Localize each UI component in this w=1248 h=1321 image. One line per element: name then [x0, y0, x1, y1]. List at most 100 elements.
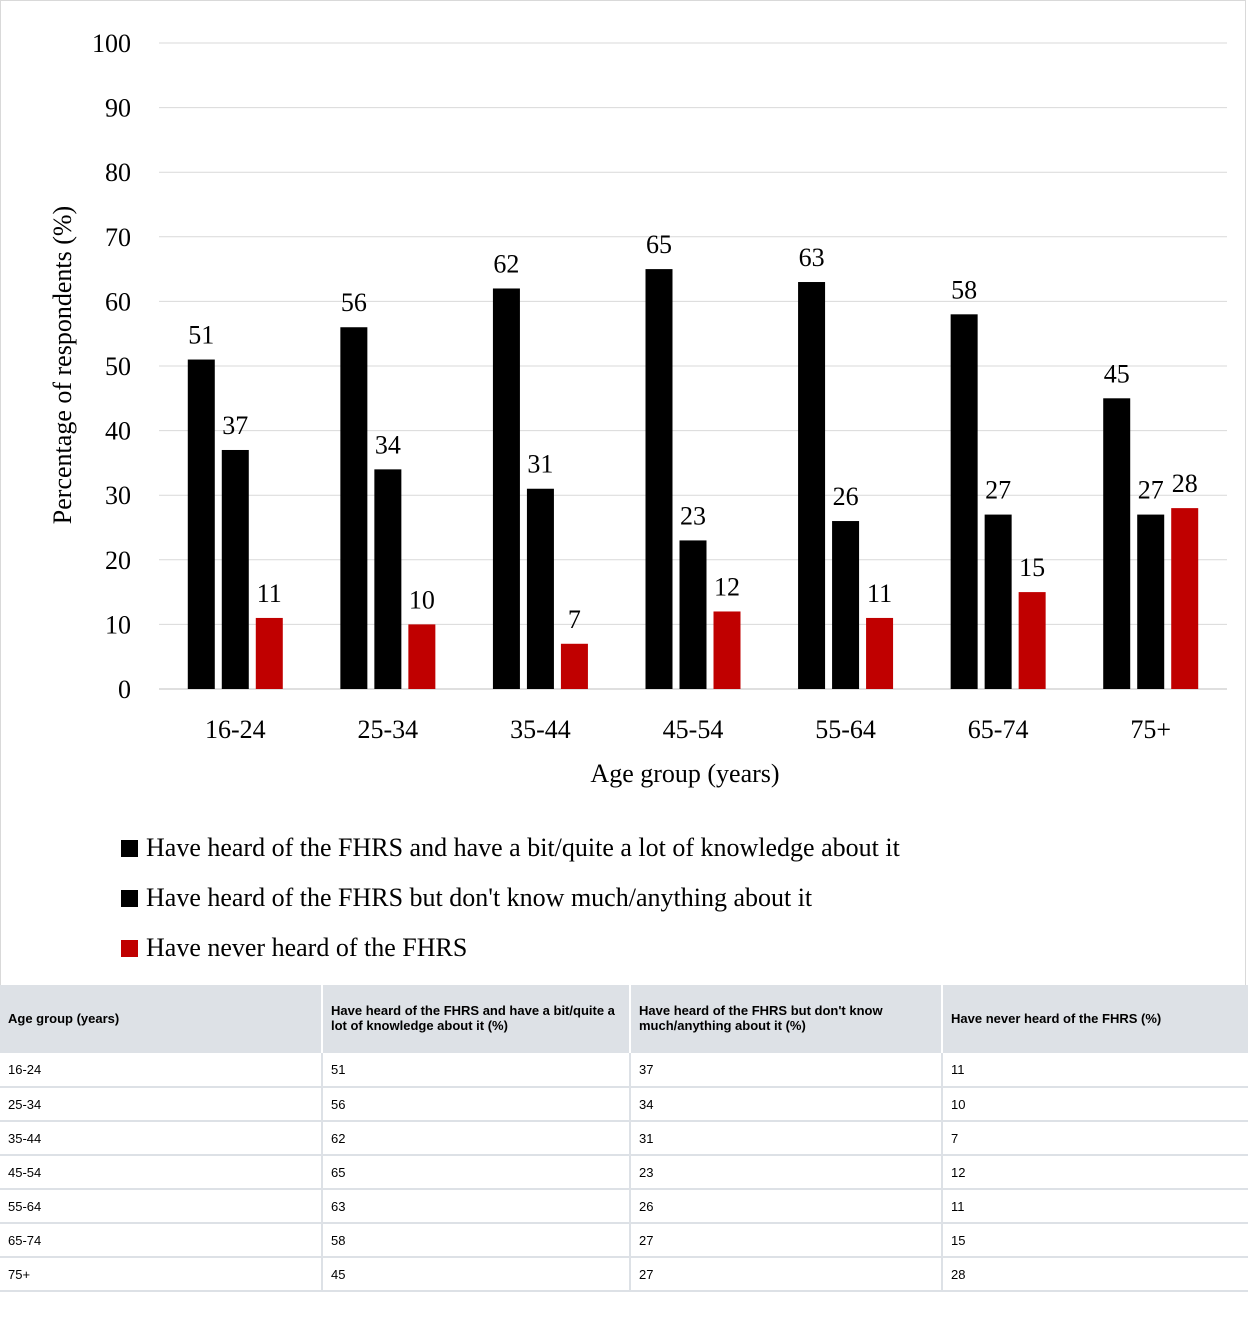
table-cell: 55-64 [0, 1189, 323, 1224]
bar [408, 624, 436, 689]
data-label: 28 [1172, 469, 1198, 498]
bar [187, 359, 215, 689]
legend-item: Have never heard of the FHRS [121, 923, 900, 973]
data-labels: 51 37 11 56 34 10 62 31 7 65 23 12 63 26 11 58 27 15 45 27 2… [188, 230, 1197, 634]
bar [1103, 398, 1131, 689]
table-cell: 62 [322, 1121, 631, 1156]
table-header-cell: Have heard of the FHRS but don't know mu… [630, 985, 943, 1053]
bar [1171, 508, 1199, 689]
table-cell: 12 [942, 1155, 1248, 1190]
data-label: 23 [680, 501, 706, 530]
x-tick-label: 65-74 [968, 715, 1029, 744]
table-cell: 65-74 [0, 1223, 323, 1258]
y-tick-label: 60 [105, 287, 131, 316]
table-cell: 51 [322, 1053, 631, 1088]
bar-chart: 51 37 11 56 34 10 62 31 7 65 23 12 63 26 11 58 27 15 45 27 2… [48, 29, 1227, 788]
chart-panel: 51 37 11 56 34 10 62 31 7 65 23 12 63 26 11 58 27 15 45 27 2… [0, 0, 1246, 985]
table-cell: 58 [322, 1223, 631, 1258]
bars [187, 269, 1199, 689]
x-axis-title: Age group (years) [590, 759, 779, 788]
table-cell: 65 [322, 1155, 631, 1190]
data-label: 26 [833, 482, 859, 511]
bar [984, 514, 1012, 689]
table-cell: 63 [322, 1189, 631, 1224]
table-cell: 35-44 [0, 1121, 323, 1156]
table-row: 35-44 62 31 7 [0, 1121, 1248, 1156]
tick-labels: 0 10 20 30 40 50 60 70 80 90 100 16-24 25-34 35-44 45-… [92, 29, 1171, 744]
table-cell: 11 [942, 1189, 1248, 1224]
table-cell: 75+ [0, 1257, 323, 1292]
y-tick-label: 100 [92, 29, 131, 58]
table-row: 75+ 45 27 28 [0, 1257, 1248, 1292]
x-tick-label: 16-24 [205, 715, 266, 744]
y-tick-label: 70 [105, 223, 131, 252]
bar [645, 269, 673, 689]
y-tick-label: 0 [118, 675, 131, 704]
bar [866, 617, 894, 689]
legend-swatch [121, 939, 138, 957]
table-header-cell: Have heard of the FHRS and have a bit/qu… [322, 985, 631, 1053]
bar [526, 488, 554, 689]
gridlines [159, 42, 1227, 690]
table-cell: 37 [630, 1053, 943, 1088]
table-cell: 25-34 [0, 1087, 323, 1122]
y-tick-label: 90 [105, 94, 131, 123]
legend-label: Have never heard of the FHRS [146, 933, 468, 962]
legend-label: Have heard of the FHRS but don't know mu… [146, 883, 813, 912]
legend-item: Have heard of the FHRS but don't know mu… [121, 873, 900, 923]
table-row: 65-74 58 27 15 [0, 1223, 1248, 1258]
bar [492, 288, 520, 689]
table-row: 25-34 56 34 10 [0, 1087, 1248, 1122]
y-tick-label: 20 [105, 546, 131, 575]
table-cell: 16-24 [0, 1053, 323, 1088]
table-row: 55-64 63 26 11 [0, 1189, 1248, 1224]
table-cell: 11 [942, 1053, 1248, 1088]
x-tick-label: 35-44 [510, 715, 571, 744]
bar [560, 643, 588, 689]
y-tick-label: 50 [105, 352, 131, 381]
table-cell: 27 [630, 1257, 943, 1292]
table-cell: 27 [630, 1223, 943, 1258]
bar [374, 469, 402, 689]
data-label: 34 [375, 430, 401, 459]
data-label: 27 [1138, 476, 1164, 505]
data-label: 62 [493, 249, 519, 278]
table-header-cell: Have never heard of the FHRS (%) [942, 985, 1248, 1053]
table-cell: 10 [942, 1087, 1248, 1122]
data-label: 65 [646, 230, 672, 259]
table-header-cell: Age group (years) [0, 985, 323, 1053]
bar [798, 282, 826, 689]
data-label: 63 [799, 243, 825, 272]
y-tick-label: 30 [105, 481, 131, 510]
table-body: 16-24 51 37 11 25-34 56 34 10 35-44 62 31 7 45-54 65 2… [0, 1053, 1248, 1292]
table-cell: 28 [942, 1257, 1248, 1292]
data-label: 11 [257, 579, 282, 608]
data-label: 10 [409, 585, 435, 614]
legend-label: Have heard of the FHRS and have a bit/qu… [146, 833, 900, 862]
legend-swatch [121, 889, 138, 907]
x-tick-label: 75+ [1130, 715, 1171, 744]
data-label: 56 [341, 288, 367, 317]
data-table: Age group (years) Have heard of the FHRS … [0, 985, 1248, 1292]
bar [1137, 514, 1165, 689]
bar [221, 449, 249, 689]
table-cell: 45 [322, 1257, 631, 1292]
table-cell: 56 [322, 1087, 631, 1122]
table-cell: 34 [630, 1087, 943, 1122]
data-label: 11 [867, 579, 892, 608]
table-cell: 7 [942, 1121, 1248, 1156]
table-header-row: Age group (years) Have heard of the FHRS … [0, 985, 1248, 1053]
x-tick-label: 25-34 [358, 715, 419, 744]
legend-item: Have heard of the FHRS and have a bit/qu… [121, 823, 900, 873]
legend-swatch [121, 839, 138, 857]
y-tick-label: 10 [105, 610, 131, 639]
data-label: 15 [1019, 553, 1045, 582]
data-label: 51 [188, 321, 214, 350]
data-label: 45 [1104, 359, 1130, 388]
table-cell: 23 [630, 1155, 943, 1190]
y-tick-label: 80 [105, 158, 131, 187]
data-label: 27 [985, 476, 1011, 505]
table-cell: 45-54 [0, 1155, 323, 1190]
table-cell: 15 [942, 1223, 1248, 1258]
table-cell: 26 [630, 1189, 943, 1224]
